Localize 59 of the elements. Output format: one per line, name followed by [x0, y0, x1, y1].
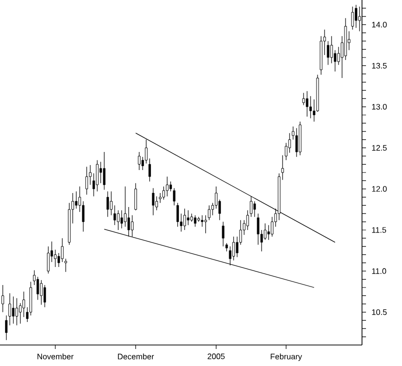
candlestick	[15, 298, 18, 326]
candlestick	[155, 196, 158, 211]
candlestick	[124, 186, 127, 228]
candlestick	[8, 292, 12, 326]
candlestick	[267, 224, 270, 240]
candlestick	[194, 214, 196, 228]
candlestick	[12, 296, 14, 324]
candlestick	[110, 191, 113, 216]
candlestick	[176, 202, 179, 228]
candlestick	[169, 181, 172, 192]
candlestick	[100, 162, 102, 184]
candlestick	[232, 236, 235, 261]
candlestick	[40, 280, 43, 306]
candlestick	[172, 188, 176, 206]
candlestick	[166, 176, 168, 197]
candlestick	[144, 139, 148, 164]
candlestick	[85, 166, 88, 195]
candlestick	[75, 191, 78, 209]
candlestick	[222, 221, 224, 247]
candlestick	[103, 152, 106, 190]
candlestick	[106, 191, 109, 218]
candlestick	[183, 208, 186, 230]
candlestick	[270, 216, 274, 237]
candlestick	[114, 205, 116, 226]
candlestick	[208, 205, 210, 220]
candlestick	[354, 4, 358, 28]
candlestick	[120, 210, 123, 229]
candlestick	[134, 182, 138, 211]
candlestick	[60, 238, 64, 262]
candlestick	[44, 284, 46, 308]
candlestick	[306, 90, 308, 117]
candlestick	[82, 200, 84, 232]
candlestick	[116, 210, 120, 230]
candlestick	[18, 302, 22, 324]
candlestick	[186, 210, 190, 226]
candlestick	[253, 200, 256, 218]
candlestick	[96, 160, 99, 192]
candlestick	[5, 315, 8, 340]
candlestick	[36, 276, 39, 300]
candlestick	[295, 128, 298, 158]
candlestick	[162, 186, 165, 200]
candlestick	[256, 213, 260, 246]
candlestick	[250, 196, 252, 218]
candlestick	[158, 192, 162, 204]
candlestick	[246, 210, 249, 230]
candlestick	[1, 284, 4, 312]
candlestick	[351, 6, 354, 30]
candlestick	[152, 188, 154, 216]
candlestick	[302, 92, 305, 106]
candlestick	[228, 246, 232, 266]
candlestick	[46, 246, 50, 274]
candlestick	[88, 164, 92, 186]
candlestick	[138, 152, 141, 170]
candlestick	[22, 291, 26, 318]
candlestick	[200, 214, 204, 228]
candlestick	[148, 158, 151, 182]
candlestick	[54, 249, 57, 268]
candlestick	[64, 258, 68, 272]
candlestick	[204, 214, 207, 234]
